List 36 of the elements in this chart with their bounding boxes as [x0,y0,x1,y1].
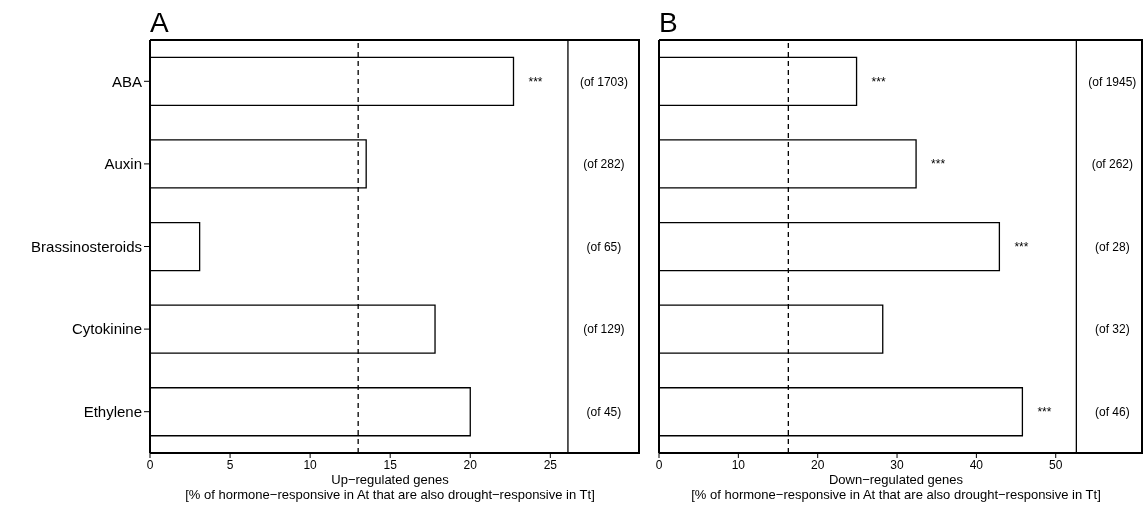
annotation: (of 1703) [579,74,628,89]
annotation: (of 1945) [1088,74,1137,89]
annotation: *** [931,157,946,172]
x-tick-label: 40 [969,457,984,472]
x-tick-label: 5 [226,457,234,472]
x-tick-label: 50 [1049,457,1063,472]
annotation: (of 282) [583,157,625,172]
x-tick-label: 0 [146,457,154,472]
annotation: *** [528,74,543,89]
annotation: (of 262) [1091,157,1134,172]
annotation: (of 45) [586,404,622,419]
annotation: *** [1014,239,1029,254]
annotation: *** [1037,404,1052,419]
y-tick-label: Ethylene [83,403,142,421]
x-axis-title: Up−regulated genes [% of hormone−responsive in At that are also drought−responsive in Tt] [184,472,596,502]
x-tick-label: 20 [811,457,825,472]
annotation: (of 65) [586,239,622,254]
chart-title: A [150,7,169,38]
annotation: *** [871,74,886,89]
y-tick-label: Cytokinine [71,320,142,338]
x-tick-label: 30 [890,457,905,472]
y-tick-label: ABA [111,72,142,90]
y-tick-label: Auxin [104,155,142,173]
x-tick-label: 10 [731,457,746,472]
x-tick-label: 0 [655,457,663,472]
annotation: (of 32) [1095,322,1130,337]
y-tick-label: Brassinosteroids [31,237,142,255]
annotation: (of 46) [1095,404,1130,419]
x-tick-label: 25 [543,457,558,472]
x-tick-label: 15 [383,457,398,472]
chart-title: B [659,7,678,38]
x-axis-title: Down−regulated genes [% of hormone−responsive in At that are also drought−responsive in Tt] [690,472,1102,502]
x-tick-label: 10 [303,457,318,472]
x-tick-label: 20 [463,457,478,472]
annotation: (of 28) [1095,239,1130,254]
annotation: (of 129) [583,322,625,337]
